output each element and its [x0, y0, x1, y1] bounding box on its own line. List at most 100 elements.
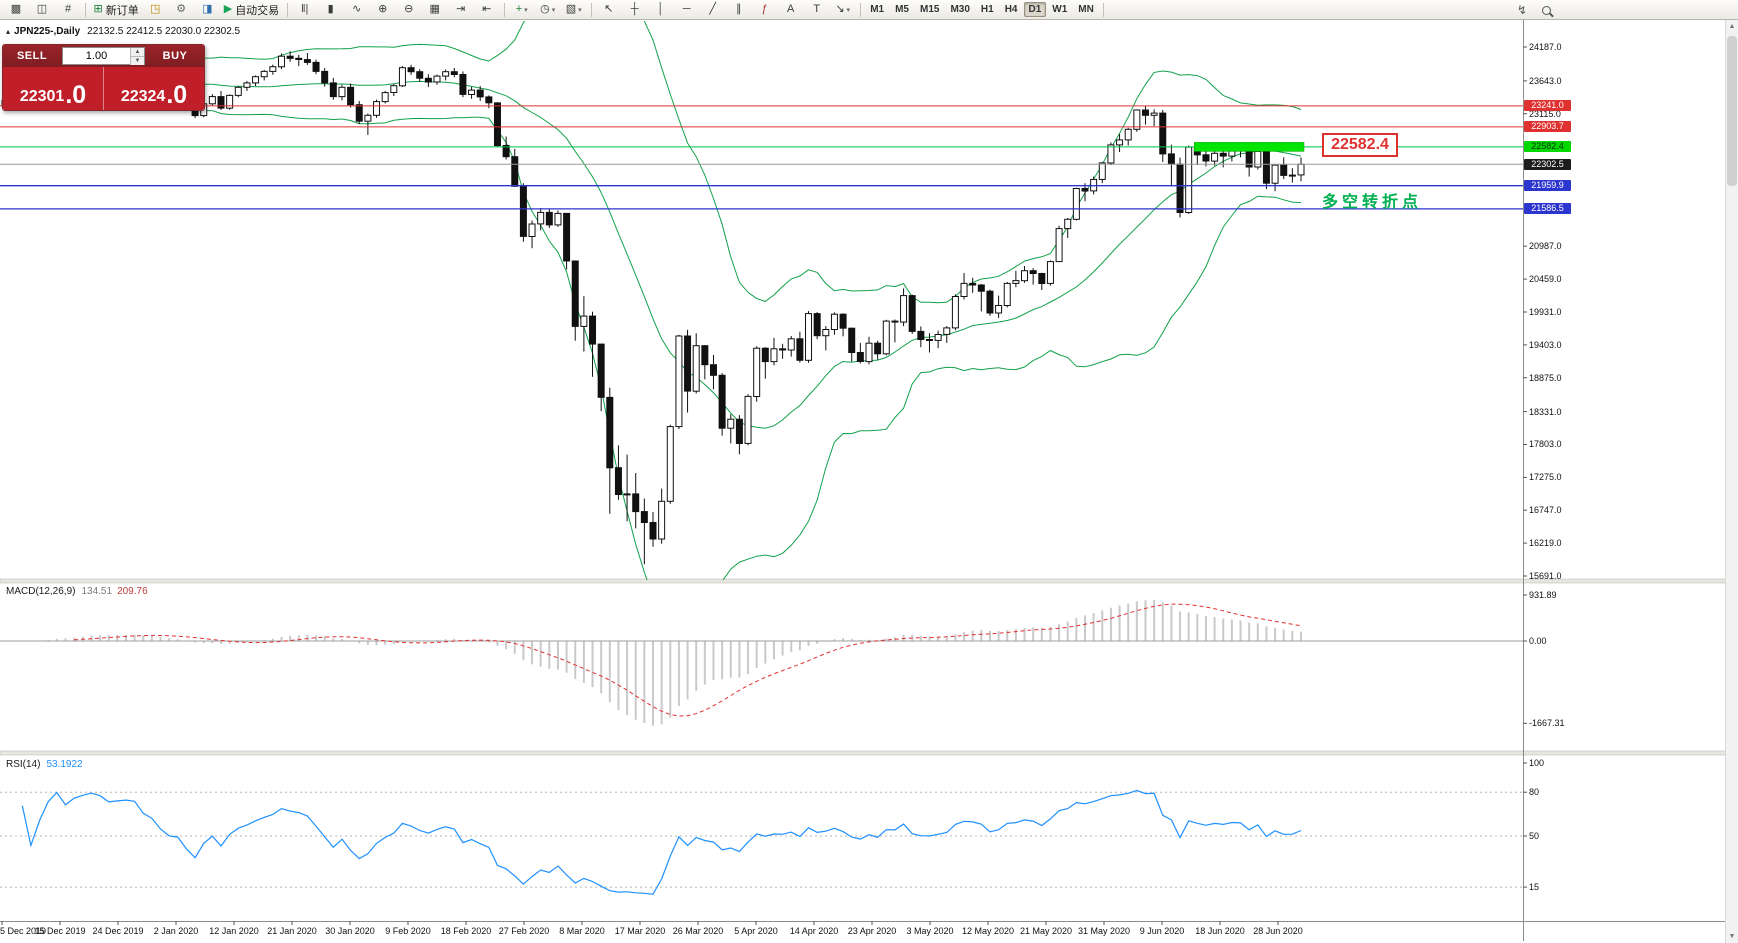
macd-value: 134.51: [81, 586, 113, 597]
templates-button[interactable]: ▧ ▾: [565, 3, 582, 15]
date-axis-label: 18 Feb 2020: [440, 926, 492, 936]
price-callout-annotation[interactable]: 22582.4: [1322, 133, 1398, 157]
templates-dropdown-icon[interactable]: ▾: [578, 6, 582, 14]
sell-label: SELL: [16, 50, 48, 62]
date-axis-label: 23 Apr 2020: [847, 926, 897, 936]
indicators-dropdown-icon[interactable]: ▾: [524, 6, 528, 14]
main-toolbar: ▩ ◫ # ⊞ 新订单 ◳ ⚙ ◨ ▶ 自动交易 ‖| ▮ ∿ ⊕ ⊖ ▦ ⇥ ⇤ + ▾ ◷ ▾ ▧ ▾ ↖ ┼ │ ─ ╱ ∥ ƒ A T ↘…: [0, 0, 1738, 20]
timeframe-m15[interactable]: M15: [920, 4, 940, 15]
zoom-out-button[interactable]: ⊖: [404, 3, 414, 15]
rsi-value: 53.1922: [46, 759, 83, 770]
one-click-trade-panel: SELL ▲ ▼ BUY 22301.0 22324.0: [2, 44, 205, 111]
text-label-button[interactable]: T: [813, 3, 821, 15]
price-tick: 19403.0: [1529, 339, 1562, 350]
vertical-scrollbar[interactable]: ▲ ▼: [1725, 20, 1738, 943]
zoom-in-button[interactable]: ⊕: [378, 3, 388, 15]
periods-button[interactable]: ◷ ▾: [540, 3, 556, 15]
timeframe-m1[interactable]: M1: [870, 4, 885, 15]
timeframe-m30[interactable]: M30: [950, 4, 970, 15]
macd-name: MACD(12,26,9): [6, 586, 76, 597]
sell-button[interactable]: 22301.0: [3, 67, 103, 110]
symbol-info-line: ▴ JPN225-,Daily 22132.5 22412.5 22030.0 22…: [6, 26, 240, 37]
scroll-down-icon[interactable]: ▼: [1728, 933, 1736, 940]
rsi-line: [21, 789, 1302, 895]
candlestick-mode-button[interactable]: ▮: [327, 3, 334, 15]
timeframe-h4[interactable]: H4: [1004, 4, 1018, 15]
timeframe-h1[interactable]: H1: [980, 4, 994, 15]
new-order-button[interactable]: ⊞ 新订单: [93, 3, 139, 17]
timeframe-m5[interactable]: M5: [895, 4, 909, 15]
indicators-button[interactable]: + ▾: [515, 3, 528, 15]
data-window-button[interactable]: ◨: [202, 3, 213, 15]
scroll-up-icon[interactable]: ▲: [1728, 23, 1736, 30]
splitter-chart-macd[interactable]: [0, 578, 1738, 584]
price-level-label: 22582.4: [1524, 141, 1571, 153]
date-axis-label: 5 Apr 2020: [734, 926, 778, 936]
price-tick: 18331.0: [1529, 406, 1562, 417]
toolbar-separator: [503, 2, 505, 17]
channel-button[interactable]: ∥: [735, 3, 742, 15]
buy-button[interactable]: 22324.0: [104, 67, 204, 110]
crosshair-button[interactable]: ┼: [630, 3, 639, 15]
arrows-dropdown-icon[interactable]: ▾: [846, 6, 851, 14]
supply-zone-rectangle[interactable]: [1194, 142, 1305, 152]
price-level-label: 21959.9: [1524, 180, 1571, 192]
profiles-button[interactable]: ◫: [36, 3, 48, 15]
fibonacci-button[interactable]: ƒ: [761, 3, 768, 15]
horizontal-line-button[interactable]: ─: [682, 3, 691, 15]
macd-signal-line: [74, 603, 1302, 717]
trade-panel-divider: [103, 67, 104, 110]
price-level-label: 22903.7: [1524, 121, 1571, 133]
macd-axis-label: -1667.31: [1529, 718, 1565, 729]
cursor-button[interactable]: ↖: [604, 3, 614, 15]
buy-price-pips: .0: [166, 80, 188, 109]
price-tick: 23643.0: [1529, 75, 1562, 86]
date-axis-label: 8 Mar 2020: [559, 926, 605, 936]
symbol-period-label: JPN225-,Daily: [14, 26, 81, 37]
toolbar-separator: [1103, 2, 1105, 17]
ohlc-values: 22132.5 22412.5 22030.0 22302.5: [87, 26, 241, 37]
auto-scroll-button[interactable]: ⇥: [456, 3, 466, 15]
metaeditor-button[interactable]: ◳: [150, 3, 161, 15]
date-axis-label: 28 Jun 2020: [1253, 926, 1303, 936]
turning-point-note[interactable]: 多空转折点: [1322, 194, 1423, 211]
macd-axis-label: 931.89: [1529, 590, 1557, 600]
quantity-down-icon[interactable]: ▼: [131, 55, 144, 65]
buy-label: BUY: [162, 50, 188, 62]
vertical-line-button[interactable]: │: [657, 3, 665, 15]
timeframe-mn[interactable]: MN: [1078, 4, 1094, 15]
price-level-label: 22302.5: [1524, 158, 1571, 170]
new-chart-button[interactable]: ▩: [10, 3, 22, 15]
periods-dropdown-icon[interactable]: ▾: [551, 6, 556, 14]
collapse-panel-icon[interactable]: ▴: [6, 27, 11, 36]
quantity-stepper: ▲ ▼: [62, 47, 145, 65]
autotrading-button[interactable]: ▶ 自动交易: [223, 3, 280, 17]
price-tick: 19931.0: [1529, 306, 1562, 317]
scrollbar-thumb[interactable]: [1727, 36, 1737, 186]
price-tick: 23115.0: [1529, 108, 1561, 119]
macd-indicator-label: MACD(12,26,9) 134.51 209.76: [6, 586, 148, 597]
splitter-macd-rsi[interactable]: [0, 750, 1738, 756]
date-axis-label: 31 May 2020: [1077, 926, 1131, 936]
tile-windows-button[interactable]: ▦: [429, 3, 440, 15]
quantity-input[interactable]: [63, 50, 130, 62]
quick-trade-icon[interactable]: ↯: [1516, 3, 1528, 17]
arrows-button[interactable]: ↘ ▾: [835, 3, 851, 15]
price-tick: 20459.0: [1529, 274, 1562, 285]
date-axis-label: 9 Feb 2020: [385, 926, 431, 936]
date-axis-label: 21 May 2020: [1019, 926, 1073, 936]
trendline-button[interactable]: ╱: [709, 3, 716, 15]
quantity-up-icon[interactable]: ▲: [131, 47, 144, 56]
market-watch-button[interactable]: #: [64, 3, 72, 15]
date-axis-label: 17 Mar 2020: [614, 926, 666, 936]
text-button[interactable]: A: [787, 3, 795, 15]
options-button[interactable]: ⚙: [176, 3, 187, 15]
timeframe-d1[interactable]: D1: [1023, 2, 1047, 17]
bar-chart-mode-button[interactable]: ‖|: [300, 3, 309, 15]
line-chart-mode-button[interactable]: ∿: [352, 3, 362, 15]
chart-shift-button[interactable]: ⇤: [482, 3, 492, 15]
timeframe-w1[interactable]: W1: [1052, 4, 1068, 15]
search-icon[interactable]: [1536, 2, 1556, 18]
candlestick-series: [1, 51, 1305, 565]
